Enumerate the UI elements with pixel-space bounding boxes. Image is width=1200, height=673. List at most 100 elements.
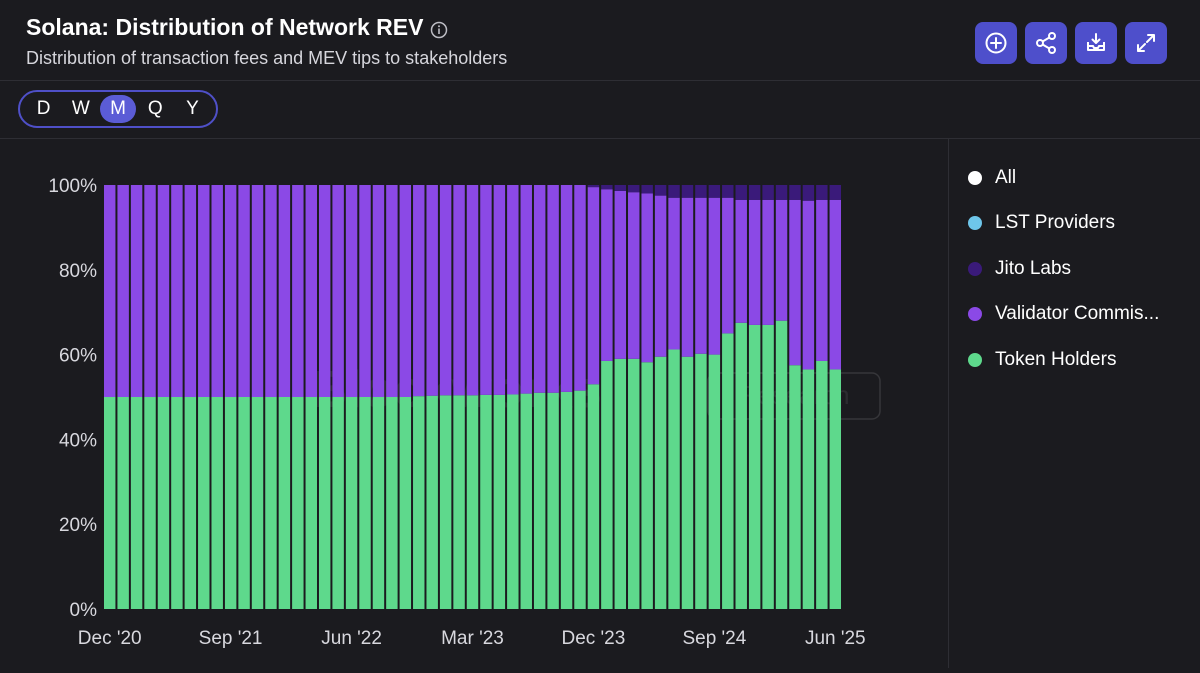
period-option-w[interactable]: W bbox=[71, 98, 90, 119]
bar-segment-token-holders[interactable] bbox=[587, 384, 600, 609]
bar-segment-jito-labs[interactable] bbox=[628, 185, 640, 193]
bar-segment-token-holders[interactable] bbox=[775, 320, 788, 609]
bar-segment-validator-commission[interactable] bbox=[789, 199, 801, 366]
bar-segment-token-holders[interactable] bbox=[533, 392, 546, 609]
bar-segment-validator-commission[interactable] bbox=[628, 192, 640, 359]
bar-segment-validator-commission[interactable] bbox=[399, 185, 412, 397]
expand-button[interactable] bbox=[1125, 22, 1167, 64]
bar-segment-validator-commission[interactable] bbox=[816, 199, 828, 361]
bar-segment-validator-commission[interactable] bbox=[695, 197, 707, 354]
bar-segment-validator-commission[interactable] bbox=[829, 199, 841, 370]
bar-segment-validator-commission[interactable] bbox=[305, 185, 317, 397]
bar-segment-validator-commission[interactable] bbox=[439, 185, 452, 396]
bar-segment-token-holders[interactable] bbox=[104, 397, 116, 609]
bar-segment-token-holders[interactable] bbox=[722, 333, 734, 609]
bar-segment-token-holders[interactable] bbox=[399, 397, 412, 609]
bar-segment-token-holders[interactable] bbox=[668, 349, 680, 609]
bar-segment-validator-commission[interactable] bbox=[668, 197, 680, 350]
bar-segment-validator-commission[interactable] bbox=[735, 199, 747, 323]
bar-segment-jito-labs[interactable] bbox=[654, 185, 667, 196]
bar-segment-validator-commission[interactable] bbox=[601, 189, 613, 361]
bar-segment-token-holders[interactable] bbox=[372, 397, 385, 609]
bar-segment-validator-commission[interactable] bbox=[198, 185, 210, 397]
bar-segment-token-holders[interactable] bbox=[560, 391, 573, 609]
bar-segment-validator-commission[interactable] bbox=[520, 185, 532, 394]
legend-item[interactable]: LST Providers bbox=[968, 201, 1193, 247]
legend-item[interactable]: Token Holders bbox=[968, 337, 1193, 383]
bar-segment-token-holders[interactable] bbox=[735, 322, 747, 609]
bar-segment-validator-commission[interactable] bbox=[641, 193, 653, 363]
bar-segment-validator-commission[interactable] bbox=[560, 185, 573, 392]
bar-segment-token-holders[interactable] bbox=[318, 397, 331, 609]
bar-segment-token-holders[interactable] bbox=[198, 397, 210, 609]
bar-segment-token-holders[interactable] bbox=[332, 397, 344, 609]
period-option-q[interactable]: Q bbox=[147, 98, 163, 119]
bar-segment-token-holders[interactable] bbox=[762, 324, 774, 609]
bar-segment-token-holders[interactable] bbox=[130, 397, 143, 609]
period-option-m[interactable]: M bbox=[100, 95, 136, 123]
bar-segment-validator-commission[interactable] bbox=[318, 185, 331, 397]
bar-segment-validator-commission[interactable] bbox=[104, 185, 116, 397]
bar-segment-validator-commission[interactable] bbox=[292, 185, 304, 397]
bar-segment-token-holders[interactable] bbox=[507, 394, 519, 609]
bar-segment-token-holders[interactable] bbox=[238, 397, 250, 609]
bar-segment-validator-commission[interactable] bbox=[748, 199, 761, 325]
bar-segment-validator-commission[interactable] bbox=[493, 185, 506, 395]
bar-segment-validator-commission[interactable] bbox=[130, 185, 143, 397]
share-button[interactable] bbox=[1025, 22, 1067, 64]
bar-segment-token-holders[interactable] bbox=[520, 393, 532, 609]
bar-segment-validator-commission[interactable] bbox=[251, 185, 264, 397]
bar-segment-token-holders[interactable] bbox=[251, 397, 264, 609]
add-button[interactable] bbox=[975, 22, 1017, 64]
bar-segment-token-holders[interactable] bbox=[171, 397, 183, 609]
bar-segment-jito-labs[interactable] bbox=[775, 185, 788, 200]
bar-segment-token-holders[interactable] bbox=[628, 358, 640, 609]
bar-segment-jito-labs[interactable] bbox=[641, 185, 653, 194]
bar-segment-validator-commission[interactable] bbox=[802, 200, 815, 370]
bar-segment-token-holders[interactable] bbox=[211, 397, 223, 609]
bar-segment-token-holders[interactable] bbox=[654, 356, 667, 609]
bar-segment-validator-commission[interactable] bbox=[224, 185, 237, 397]
bar-segment-validator-commission[interactable] bbox=[184, 185, 197, 397]
bar-segment-validator-commission[interactable] bbox=[426, 185, 438, 396]
bar-segment-token-holders[interactable] bbox=[453, 395, 465, 609]
bar-segment-token-holders[interactable] bbox=[547, 392, 559, 609]
bar-segment-jito-labs[interactable] bbox=[668, 185, 680, 198]
bar-segment-token-holders[interactable] bbox=[708, 354, 721, 609]
bar-segment-jito-labs[interactable] bbox=[789, 185, 801, 200]
bar-segment-token-holders[interactable] bbox=[413, 396, 425, 609]
bar-segment-jito-labs[interactable] bbox=[601, 185, 613, 190]
bar-segment-token-holders[interactable] bbox=[614, 358, 627, 609]
bar-segment-jito-labs[interactable] bbox=[802, 185, 815, 201]
bar-segment-token-holders[interactable] bbox=[748, 324, 761, 609]
bar-segment-jito-labs[interactable] bbox=[762, 185, 774, 200]
bar-segment-token-holders[interactable] bbox=[493, 394, 506, 609]
bar-segment-token-holders[interactable] bbox=[386, 397, 398, 609]
bar-segment-token-holders[interactable] bbox=[816, 360, 828, 609]
bar-segment-token-holders[interactable] bbox=[681, 356, 694, 609]
bar-segment-validator-commission[interactable] bbox=[708, 197, 721, 355]
bar-segment-validator-commission[interactable] bbox=[386, 185, 398, 397]
bar-segment-jito-labs[interactable] bbox=[587, 185, 600, 188]
bar-segment-validator-commission[interactable] bbox=[345, 185, 358, 397]
bar-segment-validator-commission[interactable] bbox=[614, 190, 627, 359]
bar-segment-validator-commission[interactable] bbox=[171, 185, 183, 397]
bar-segment-validator-commission[interactable] bbox=[480, 185, 492, 395]
bar-segment-token-holders[interactable] bbox=[426, 395, 438, 609]
bar-segment-jito-labs[interactable] bbox=[816, 185, 828, 200]
bar-segment-token-holders[interactable] bbox=[157, 397, 170, 609]
bar-segment-jito-labs[interactable] bbox=[829, 185, 841, 200]
bar-segment-token-holders[interactable] bbox=[292, 397, 304, 609]
bar-segment-token-holders[interactable] bbox=[117, 397, 129, 609]
bar-segment-validator-commission[interactable] bbox=[359, 185, 371, 397]
period-option-y[interactable]: Y bbox=[186, 98, 199, 119]
download-button[interactable] bbox=[1075, 22, 1117, 64]
bar-segment-jito-labs[interactable] bbox=[748, 185, 761, 200]
legend-item[interactable]: Validator Commis... bbox=[968, 292, 1193, 338]
bar-segment-token-holders[interactable] bbox=[695, 353, 707, 609]
bar-segment-token-holders[interactable] bbox=[480, 394, 492, 609]
bar-segment-token-holders[interactable] bbox=[802, 369, 815, 609]
bar-segment-token-holders[interactable] bbox=[345, 397, 358, 609]
bar-segment-validator-commission[interactable] bbox=[587, 187, 600, 385]
bar-segment-validator-commission[interactable] bbox=[722, 197, 734, 334]
